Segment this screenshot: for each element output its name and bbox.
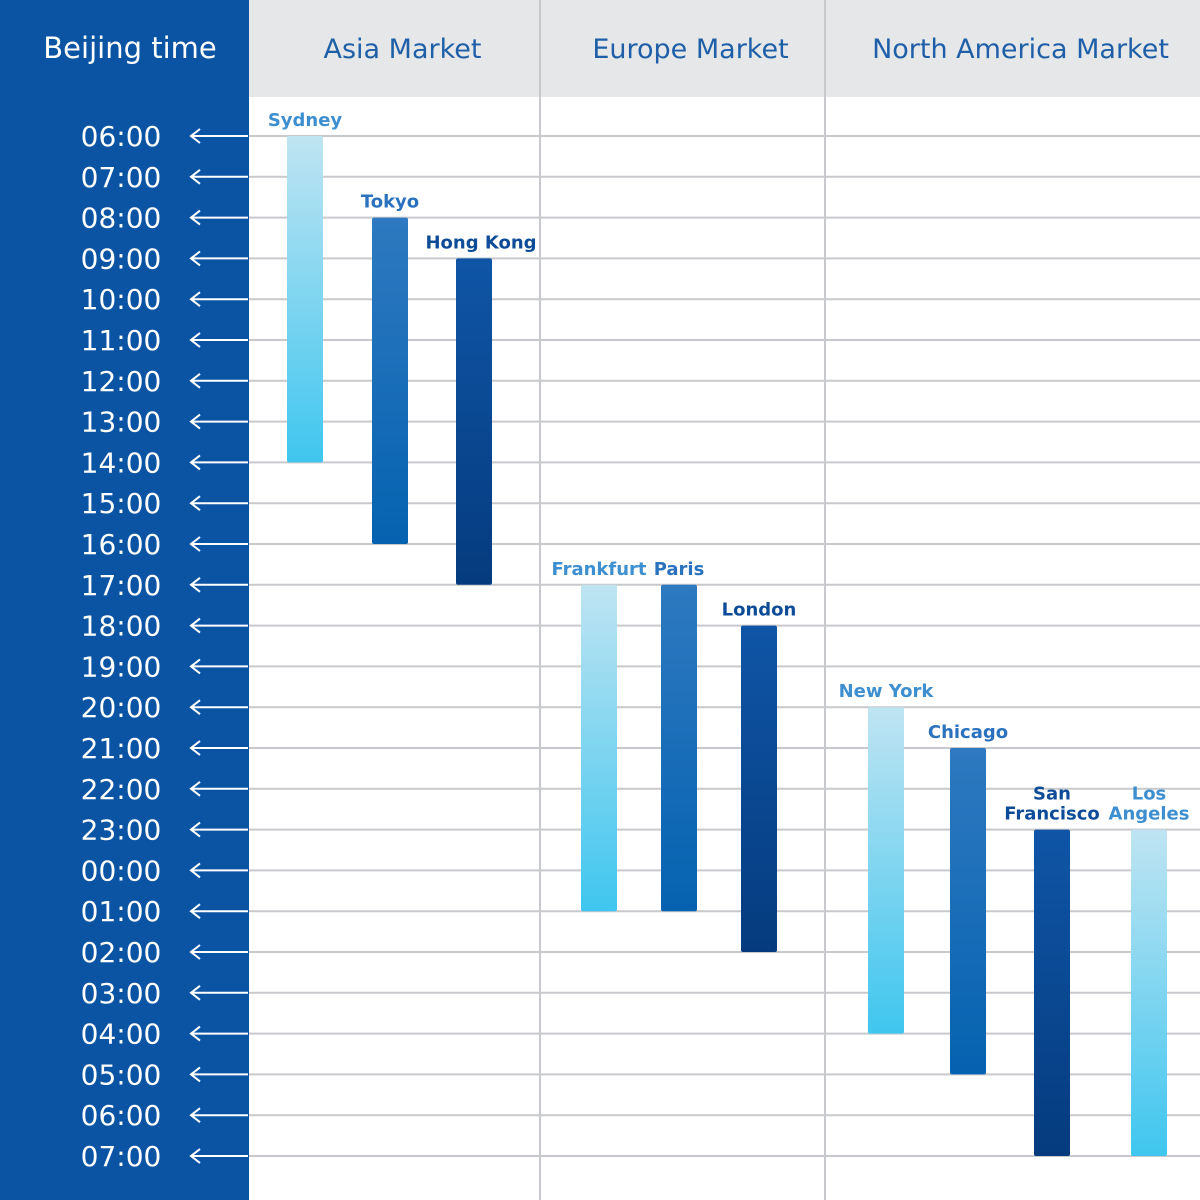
city-label: New York [839, 681, 935, 702]
time-tick-label: 15:00 [81, 487, 162, 520]
arrowhead-icon [189, 577, 201, 593]
time-tick-label: 09:00 [81, 242, 162, 275]
arrowhead-icon [189, 1107, 201, 1123]
session-bar [456, 258, 492, 585]
session-bar [581, 584, 617, 912]
city-label: Tokyo [361, 192, 419, 213]
time-tick-label: 07:00 [81, 161, 162, 194]
arrowhead-icon [189, 699, 201, 715]
time-tick-label: 18:00 [81, 610, 162, 643]
time-tick-label: 04:00 [81, 1018, 162, 1051]
time-ticks: 06:00 07:00 08:00 09:00 10:00 11:00 12:00 13:00… [81, 120, 248, 1173]
arrowhead-icon [189, 128, 201, 144]
arrowhead-icon [189, 250, 201, 267]
city-label: San [1033, 784, 1071, 805]
market-columns: Asia Market Europe Market North America Ma… [324, 0, 1169, 1200]
arrowhead-icon [189, 944, 201, 960]
axis-title: Beijing time [43, 31, 216, 65]
time-tick-label: 12:00 [81, 365, 162, 398]
arrowhead-icon [189, 903, 201, 919]
arrowhead-icon [189, 740, 201, 756]
time-tick-label: 11:00 [81, 324, 162, 357]
city-label: Hong Kong [425, 232, 536, 253]
city-label: Frankfurt [551, 559, 646, 580]
time-tick-label: 17:00 [81, 569, 162, 602]
time-tick-label: 00:00 [81, 854, 162, 887]
arrowhead-icon [189, 658, 201, 675]
time-tick-label: 05:00 [81, 1058, 162, 1091]
arrowhead-icon [189, 821, 201, 838]
arrowhead-icon [189, 985, 201, 1001]
time-tick-label: 19:00 [81, 650, 162, 683]
time-tick-label: 02:00 [81, 936, 162, 969]
arrowhead-icon [189, 536, 201, 552]
session-bar [372, 217, 408, 544]
city-label: Chicago [928, 722, 1008, 743]
city-label: Los [1132, 784, 1167, 805]
session-bar [1034, 829, 1070, 1156]
time-tick-label: 16:00 [81, 528, 162, 561]
arrowhead-icon [189, 332, 201, 348]
city-label: Francisco [1004, 804, 1100, 825]
time-tick-label: 23:00 [81, 814, 162, 847]
time-tick-label: 14:00 [81, 446, 162, 479]
time-tick-label: 07:00 [81, 1140, 162, 1173]
city-label: London [722, 600, 797, 621]
session-bar [287, 136, 323, 463]
arrowhead-icon [189, 862, 201, 879]
market-header-band [249, 0, 1200, 97]
market-header: North America Market [872, 34, 1169, 65]
time-tick-label: 13:00 [81, 406, 162, 439]
time-tick-label: 22:00 [81, 773, 162, 806]
arrowhead-icon [189, 1066, 201, 1083]
time-axis-panel [0, 0, 249, 1200]
time-tick-label: 06:00 [81, 1099, 162, 1132]
time-tick-label: 20:00 [81, 691, 162, 724]
session-bar [1131, 829, 1167, 1156]
city-label: Sydney [268, 110, 343, 131]
session-bar [950, 748, 986, 1075]
time-tick-label: 06:00 [81, 120, 162, 153]
arrowhead-icon [189, 1025, 201, 1042]
market-header: Europe Market [592, 34, 788, 65]
arrowhead-icon [189, 781, 201, 797]
city-label: Paris [654, 559, 705, 580]
time-tick-label: 01:00 [81, 895, 162, 928]
arrowhead-icon [189, 454, 201, 471]
session-bar [868, 707, 904, 1034]
session-bar [661, 584, 697, 912]
arrowhead-icon [189, 169, 201, 185]
arrowhead-icon [189, 209, 201, 226]
arrowhead-icon [189, 1148, 201, 1164]
arrowhead-icon [189, 413, 201, 430]
market-header: Asia Market [324, 34, 482, 65]
time-tick-label: 03:00 [81, 977, 162, 1010]
session-bar [741, 625, 777, 952]
session-bars: Sydney Tokyo Hong Kong Frankfurt Paris London… [268, 110, 1190, 1156]
city-label: Angeles [1109, 804, 1190, 825]
arrowhead-icon [189, 617, 201, 634]
time-tick-label: 10:00 [81, 283, 162, 316]
time-tick-label: 21:00 [81, 732, 162, 765]
arrowhead-icon [189, 291, 201, 307]
arrowhead-icon [189, 373, 201, 389]
arrowhead-icon [189, 495, 201, 511]
time-tick-label: 08:00 [81, 202, 162, 235]
